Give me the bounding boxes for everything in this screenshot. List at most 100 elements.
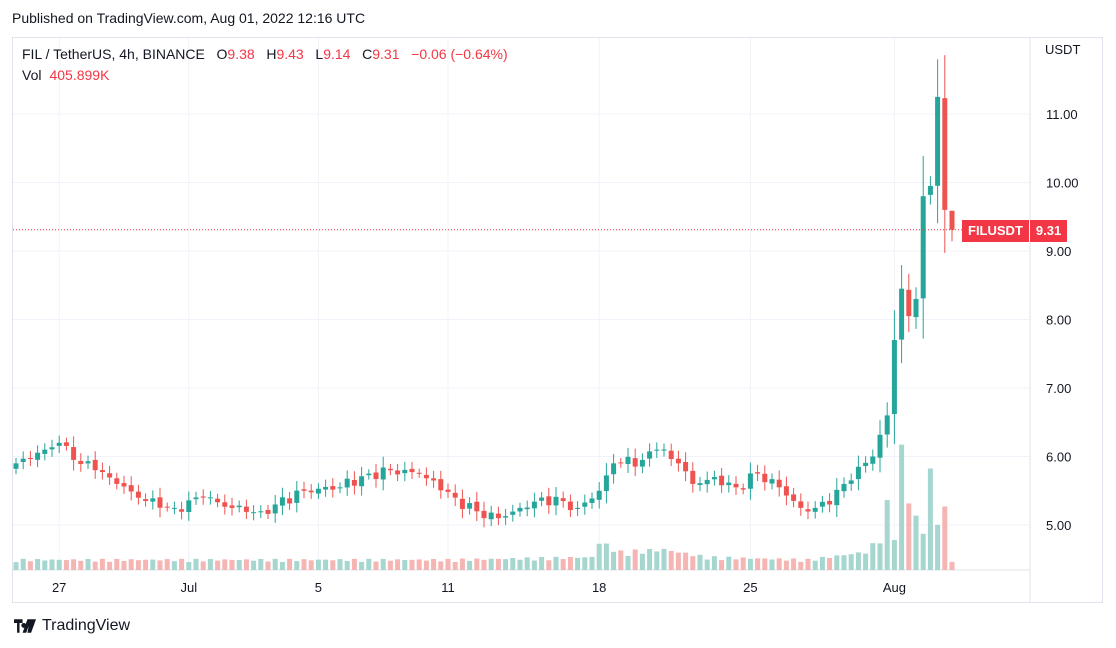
volume-bar: [438, 561, 444, 570]
volume-bar: [143, 559, 149, 570]
candle-body: [704, 479, 710, 485]
volume-bar: [827, 558, 833, 570]
candle-body: [575, 507, 581, 510]
candle-body: [179, 509, 185, 512]
volume-bar: [467, 560, 473, 570]
tradingview-logo[interactable]: TradingView: [14, 617, 130, 635]
candle-body: [150, 498, 156, 502]
volume-bar: [287, 558, 293, 570]
candle-body: [639, 459, 645, 467]
volume-bar: [935, 524, 941, 570]
candle-body: [467, 503, 473, 509]
candle-body: [423, 474, 429, 479]
volume-bar: [402, 560, 408, 570]
volume-bar: [603, 543, 609, 570]
candle-body: [755, 472, 761, 474]
volume-bar: [661, 548, 667, 570]
volume-bar: [841, 555, 847, 570]
candle-body: [78, 460, 84, 464]
candle-body: [20, 458, 26, 463]
volume-bar: [35, 559, 41, 570]
volume-bar: [409, 559, 415, 570]
chart-frame[interactable]: [12, 37, 1103, 603]
candle-body: [452, 492, 458, 498]
candle-body: [128, 485, 134, 492]
volume-bar: [531, 560, 537, 570]
volume-bar: [186, 562, 192, 570]
candle-body: [323, 486, 329, 490]
y-tick-label: 6.00: [1046, 450, 1071, 465]
volume-bar: [711, 556, 717, 570]
volume-label[interactable]: Vol: [22, 67, 42, 83]
candle-body: [891, 340, 897, 415]
candle-body: [287, 498, 293, 504]
volume-bar: [639, 553, 645, 570]
candle-body: [344, 478, 350, 488]
candle-body: [395, 470, 401, 475]
volume-bar: [114, 558, 120, 570]
candle-body: [690, 470, 696, 484]
candle-body: [409, 468, 415, 473]
volume-bar: [351, 558, 357, 570]
y-tick-label: 7.00: [1046, 381, 1071, 396]
volume-bar: [546, 560, 552, 570]
volume-bar: [171, 561, 177, 570]
candle-body: [675, 458, 681, 464]
candle-body: [258, 511, 264, 513]
last-price-tag: FILUSDT 9.31: [962, 220, 1068, 242]
volume-bar: [215, 560, 221, 570]
candle-body: [632, 458, 638, 467]
candle-body: [99, 470, 105, 472]
candle-body: [337, 487, 343, 489]
volume-bar: [135, 560, 141, 570]
candle-body: [740, 488, 746, 490]
candle-body: [668, 450, 674, 460]
volume-bar: [690, 556, 696, 570]
candle-body: [301, 489, 307, 491]
candle-body: [445, 489, 451, 492]
candle-body: [531, 501, 537, 509]
volume-bar: [431, 559, 437, 570]
candle-body: [776, 479, 782, 488]
volume-bar: [49, 559, 55, 570]
symbol-label[interactable]: FIL / TetherUS, 4h, BINANCE: [22, 46, 205, 62]
candle-body: [42, 449, 48, 454]
candle-body: [351, 480, 357, 486]
y-tick-label: 11.00: [1046, 107, 1078, 122]
volume-bar: [553, 556, 559, 570]
candle-body: [114, 478, 120, 484]
candle-body: [582, 502, 588, 507]
candle-body: [366, 473, 372, 476]
volume-bar: [92, 561, 98, 570]
candle-body: [373, 472, 379, 480]
volume-bar: [589, 556, 595, 570]
candles: [13, 55, 955, 528]
volume-bar: [445, 558, 451, 570]
candle-body: [164, 506, 170, 508]
candle-body: [27, 457, 33, 459]
candle-body: [510, 511, 516, 515]
volume-bar: [416, 559, 422, 570]
low-label: L: [315, 46, 324, 62]
volume-bar: [647, 548, 653, 570]
volume-bar: [42, 560, 48, 570]
candle-body: [459, 498, 465, 509]
candle-body: [438, 479, 444, 491]
x-tick-label: 18: [592, 580, 606, 595]
candle-body: [229, 505, 235, 508]
candle-body: [791, 494, 797, 501]
candle-body: [855, 466, 861, 480]
candle-body: [488, 512, 494, 520]
candle-body: [481, 510, 487, 519]
candle-body: [63, 442, 69, 446]
close-value: 9.31: [372, 46, 400, 62]
candle-body: [834, 489, 840, 506]
volume-bar: [891, 539, 897, 570]
x-tick-label: 25: [743, 580, 757, 595]
candle-body: [560, 498, 566, 502]
volume-bar: [63, 560, 69, 570]
candle-body: [870, 456, 876, 464]
candle-body: [661, 449, 667, 451]
candle-body: [272, 504, 278, 514]
